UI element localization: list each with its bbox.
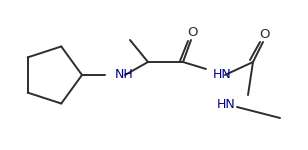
Text: NH: NH (115, 69, 134, 81)
Text: O: O (187, 27, 197, 39)
Text: HN: HN (213, 69, 232, 81)
Text: O: O (260, 28, 270, 42)
Text: HN: HN (216, 99, 235, 111)
